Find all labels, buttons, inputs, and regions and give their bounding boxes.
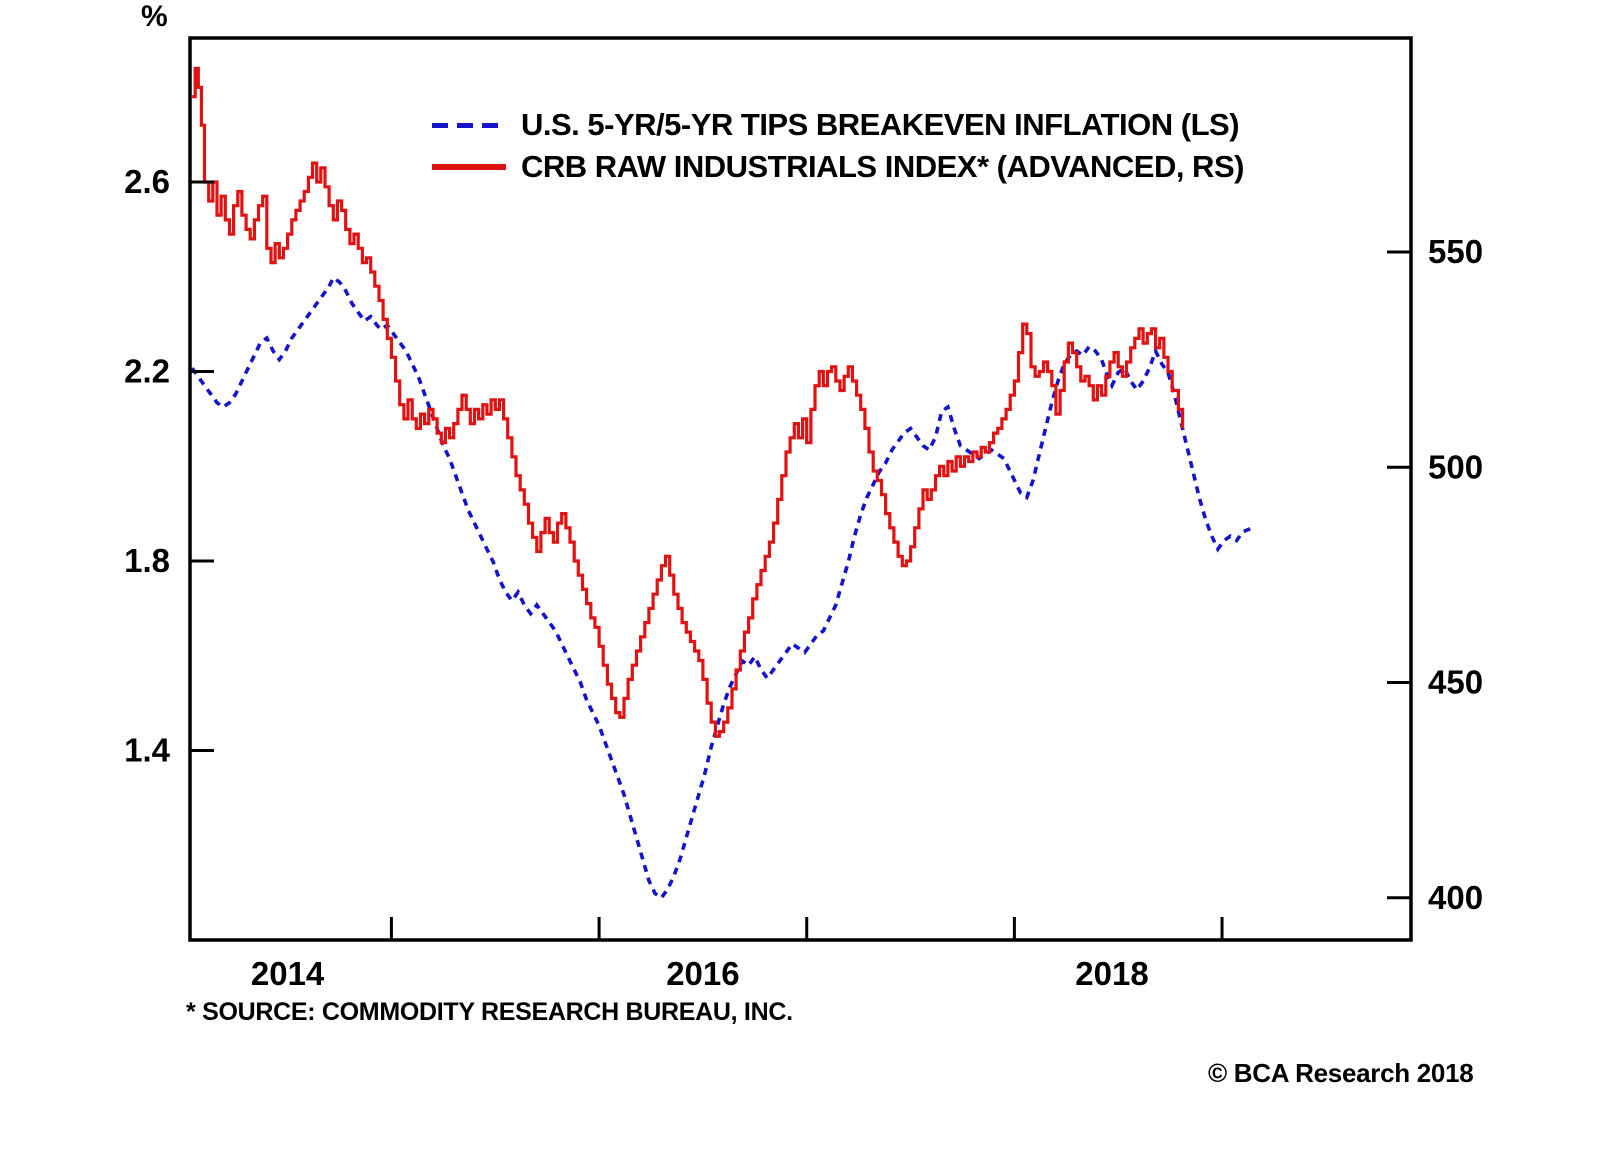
x-axis-year-label: 2016 [666,955,739,992]
plot-frame [188,36,1413,942]
red-solid-line-swatch [432,122,506,128]
right-axis-tick-label: 450 [1428,664,1483,701]
left-axis-tick-label: 1.4 [124,732,171,769]
tips-breakeven-line [192,66,1185,738]
right-axis-tick-label: 400 [1428,879,1483,916]
legend-label-tips-breakeven: U.S. 5-YR/5-YR TIPS BREAKEVEN INFLATION … [521,107,1240,142]
source-note: * SOURCE: COMMODITY RESEARCH BUREAU, INC… [186,998,793,1026]
crb-raw-industrials-line [190,275,1254,901]
chart-legend: U.S. 5-YR/5-YR TIPS BREAKEVEN INFLATION … [432,104,1244,188]
left-axis-unit-label: % [141,0,168,33]
left-axis-tick-label: 2.6 [124,163,170,200]
legend-item-tips-breakeven: U.S. 5-YR/5-YR TIPS BREAKEVEN INFLATION … [432,104,1244,146]
left-axis-tick-label: 1.8 [124,542,170,579]
legend-label-crb-index: CRB RAW INDUSTRIALS INDEX* (ADVANCED, RS… [521,149,1244,184]
legend-item-crb-index: CRB RAW INDUSTRIALS INDEX* (ADVANCED, RS… [432,146,1244,188]
left-axis-tick-label: 2.2 [124,353,170,390]
x-axis-year-label: 2018 [1075,955,1148,992]
copyright-notice: © BCA Research 2018 [1208,1058,1474,1088]
right-axis-tick-label: 550 [1428,233,1483,270]
right-axis-tick-label: 500 [1428,448,1483,485]
x-axis-year-label: 2014 [251,955,325,992]
blue-dashed-line-swatch [432,164,506,170]
